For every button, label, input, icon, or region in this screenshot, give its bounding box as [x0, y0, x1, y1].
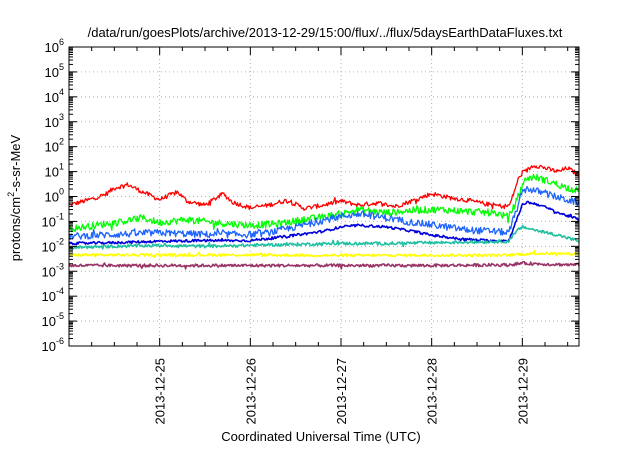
x-tick-label: 2013-12-28: [425, 358, 440, 425]
series-line: [68, 185, 580, 241]
axes: 10-6 10-5 10-4 10-3 10-2 10-1 100 101 102 103 104 1…: [42, 37, 580, 425]
x-tick-label: 2013-12-29: [515, 358, 530, 425]
series-line: [68, 224, 580, 250]
x-tick-label: 2013-12-26: [243, 358, 258, 425]
y-axis-label: protons/cm2-s-sr-MeV: [6, 134, 23, 261]
plot-frame: [68, 46, 580, 347]
y-tick-label: 10-1: [42, 211, 64, 229]
y-tick-label: 105: [45, 62, 64, 80]
series-line: [68, 250, 580, 258]
y-tick-label: 103: [45, 112, 64, 130]
y-tick-label: 10-3: [42, 261, 64, 279]
x-tick-label: 2013-12-25: [153, 358, 168, 425]
series-line: [68, 261, 580, 270]
gridlines: [69, 47, 579, 346]
y-tick-label: 104: [45, 87, 64, 105]
y-tick-label: 10-4: [42, 286, 64, 304]
y-tick-label: 102: [45, 137, 64, 155]
series-line: [68, 164, 580, 211]
chart-title: /data/run/goesPlots/archive/2013-12-29/1…: [88, 25, 563, 40]
x-tick-label: 2013-12-27: [334, 358, 349, 425]
series-line: [68, 200, 580, 246]
x-axis-label: Coordinated Universal Time (UTC): [221, 429, 420, 444]
y-tick-label: 10-6: [42, 336, 64, 354]
y-tick-label: 100: [45, 187, 64, 205]
y-tick-label: 101: [45, 162, 64, 180]
data-series: [68, 164, 580, 270]
y-tick-label: 10-5: [42, 311, 64, 329]
series-line: [68, 173, 580, 233]
y-tick-label: 106: [45, 37, 64, 55]
y-tick-label: 10-2: [42, 236, 64, 254]
